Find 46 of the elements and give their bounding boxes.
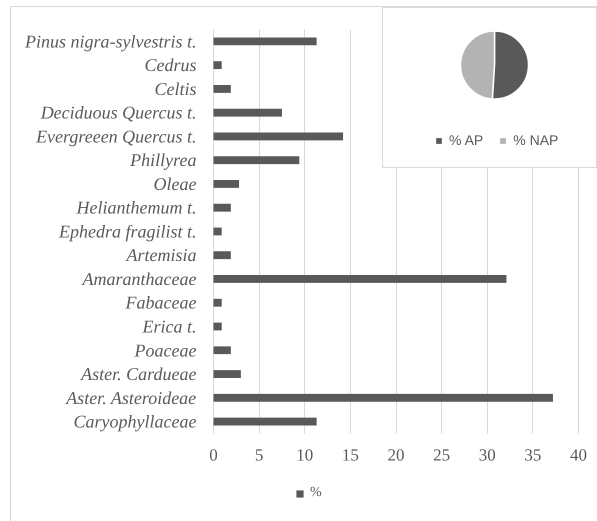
x-tick-label: 25 xyxy=(433,445,450,464)
bar xyxy=(214,298,222,307)
bar xyxy=(214,275,506,283)
legend-label: % AP xyxy=(449,132,484,148)
bar xyxy=(214,251,231,260)
y-tick-label: Cedrus xyxy=(144,55,197,76)
x-tick-label: 15 xyxy=(342,445,359,464)
y-tick-label: Oleae xyxy=(154,174,197,194)
y-tick-label: Poaceae xyxy=(134,340,197,360)
y-tick-label: Helianthemum t. xyxy=(76,198,197,218)
y-tick-label: Erica t. xyxy=(142,316,197,336)
bar xyxy=(214,37,317,46)
x-tick-label: 0 xyxy=(209,445,218,464)
x-tick-label: 20 xyxy=(388,445,404,464)
bar xyxy=(214,418,317,426)
legend-label: % xyxy=(310,485,323,501)
y-tick-label: Ephedra fragilist t. xyxy=(58,221,197,242)
bar xyxy=(214,346,231,354)
bar xyxy=(214,370,241,378)
bar xyxy=(214,108,282,117)
x-tick-label: 35 xyxy=(524,445,542,464)
y-tick-label: Evergreeen Quercus t. xyxy=(35,126,196,146)
x-tick-label: 10 xyxy=(296,445,314,464)
bar xyxy=(214,156,300,164)
y-tick-label: Aster. Cardueae xyxy=(80,364,197,384)
y-tick-label: Pinus nigra-sylvestris t. xyxy=(24,31,197,52)
legend-label: % NAP xyxy=(513,132,558,148)
y-tick-label: Fabaceae xyxy=(124,292,197,313)
y-tick-label: Phillyrea xyxy=(129,150,197,170)
y-tick-label: Caryophyllaceae xyxy=(74,412,197,432)
bar xyxy=(214,228,222,236)
bar xyxy=(214,61,222,70)
bar xyxy=(214,204,231,212)
bar xyxy=(214,84,231,93)
bar xyxy=(214,132,344,140)
y-tick-label: Artemisia xyxy=(126,245,197,266)
y-tick-label: Celtis xyxy=(154,78,197,99)
bar xyxy=(214,394,553,402)
bar xyxy=(214,180,240,188)
y-tick-label: Amaranthaceae xyxy=(82,268,197,289)
x-tick-label: 40 xyxy=(570,445,587,464)
y-tick-label: Aster. Asteroideae xyxy=(65,388,196,408)
bar xyxy=(214,322,222,330)
y-tick-label: Deciduous Quercus t. xyxy=(40,102,197,123)
x-tick-label: 30 xyxy=(478,445,496,464)
x-tick-label: 5 xyxy=(254,445,264,464)
